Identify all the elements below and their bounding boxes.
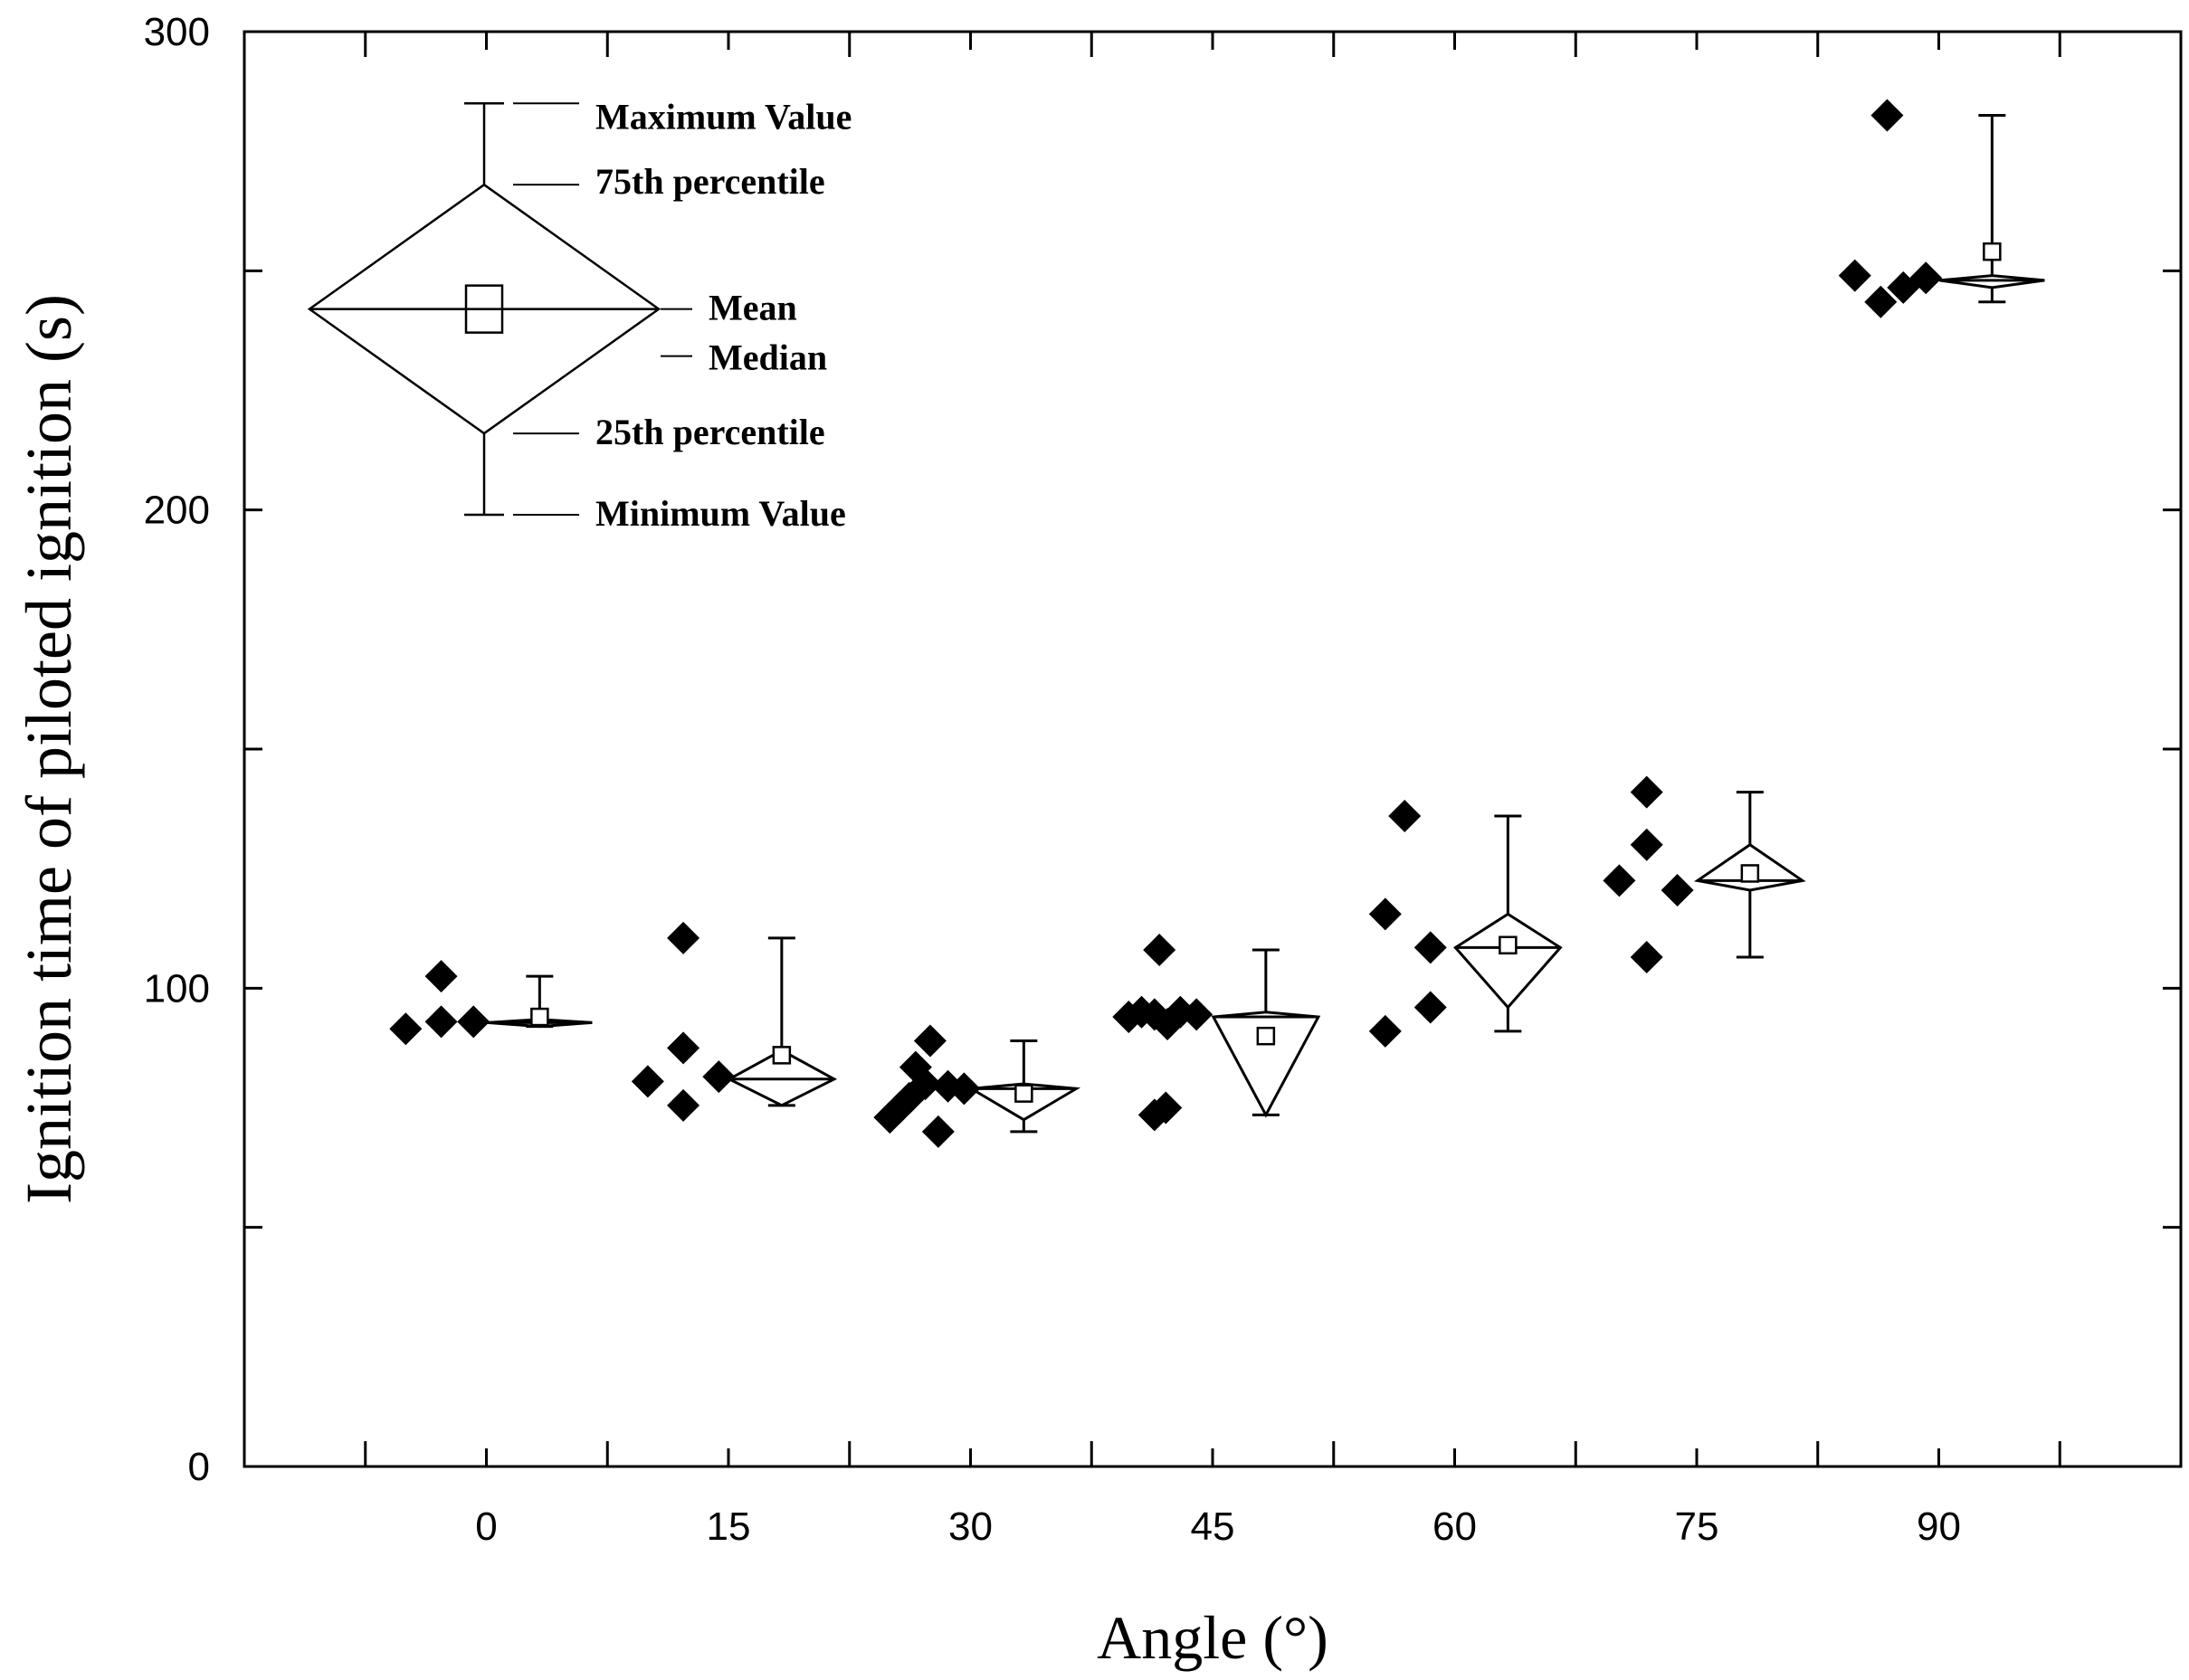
x-axis-ticks: 0 15 30 45 60 75 90 — [364, 32, 2061, 1549]
data-point — [1630, 775, 1663, 809]
iqr-diamond — [1693, 842, 1806, 892]
data-point — [1630, 940, 1663, 973]
mean-marker — [1256, 1026, 1276, 1046]
iqr-diamond — [1453, 912, 1563, 1010]
mean-marker — [1014, 1084, 1033, 1103]
box-group — [966, 1039, 1081, 1134]
x-tick-label: 30 — [948, 1504, 993, 1549]
mean-marker — [1740, 864, 1760, 883]
y-tick-label: 300 — [144, 10, 210, 54]
x-tick-label: 60 — [1432, 1504, 1477, 1549]
data-point — [1388, 800, 1422, 833]
legend-diamond — [307, 183, 661, 435]
iqr-diamond — [1211, 1011, 1321, 1118]
box-group — [1211, 948, 1321, 1118]
data-point — [1870, 99, 1904, 132]
mean-marker — [1983, 242, 2002, 261]
mean-marker — [1499, 935, 1518, 955]
mean-marker — [530, 1007, 549, 1027]
data-point — [667, 921, 700, 954]
data-point — [947, 1072, 981, 1106]
x-tick-label: 90 — [1917, 1504, 1961, 1549]
iqr-diamond — [1939, 274, 2045, 289]
y-axis-label: Ignition time of piloted ignition (s) — [13, 294, 85, 1204]
legend-label-mean: Mean — [709, 288, 797, 328]
plot-frame — [243, 30, 2183, 1468]
data-point — [899, 1050, 932, 1084]
y-axis-ticks: 0 100 200 300 — [144, 10, 2181, 1489]
box-group — [1939, 114, 2045, 304]
legend-mean-marker — [464, 284, 504, 334]
x-tick-label: 45 — [1191, 1504, 1235, 1549]
data-point — [913, 1024, 947, 1058]
data-point — [1413, 931, 1447, 964]
data-point — [1149, 1091, 1183, 1125]
x-tick-label: 15 — [707, 1504, 751, 1549]
box-group — [1453, 814, 1563, 1033]
data-point — [1368, 897, 1402, 931]
box-group — [726, 936, 838, 1107]
data-point — [909, 1068, 942, 1101]
data-point — [631, 1065, 664, 1098]
legend-label-q1: 25th percentile — [595, 412, 825, 452]
data-point — [1180, 998, 1213, 1031]
data-point — [457, 1005, 490, 1039]
legend-label-median: Median — [709, 337, 827, 378]
mean-marker — [772, 1046, 792, 1065]
data-point — [1630, 828, 1663, 861]
data-point — [1368, 1014, 1402, 1048]
iqr-diamond — [966, 1082, 1081, 1122]
data-point — [1864, 285, 1898, 318]
x-axis-label: Angle (°) — [1097, 1603, 1328, 1672]
data-point — [1603, 864, 1636, 897]
point-series — [389, 99, 1943, 1148]
x-tick-label: 0 — [475, 1504, 497, 1549]
legend-label-min: Minimum Value — [595, 493, 846, 534]
box-series — [487, 114, 2045, 1134]
data-point — [667, 1088, 700, 1122]
data-point — [1413, 991, 1447, 1024]
data-point — [702, 1060, 736, 1094]
y-tick-label: 200 — [144, 489, 210, 533]
data-point — [1143, 934, 1176, 967]
box-group — [487, 974, 593, 1029]
legend-label-max: Maximum Value — [595, 96, 852, 137]
data-point — [667, 1031, 700, 1065]
data-point — [424, 960, 458, 993]
data-point — [389, 1012, 423, 1046]
data-point — [424, 1005, 458, 1039]
box-group — [1693, 791, 1806, 959]
y-tick-label: 0 — [188, 1445, 210, 1489]
data-point — [1838, 259, 1871, 292]
y-tick-label: 100 — [144, 966, 210, 1011]
legend-label-q3: 75th percentile — [595, 161, 825, 202]
iqr-diamond — [726, 1049, 838, 1107]
data-point — [1661, 873, 1694, 906]
legend-box-key: Maximum Value 75th percentile Mean Median 25… — [307, 96, 852, 534]
data-point — [1909, 261, 1943, 295]
x-tick-label: 75 — [1675, 1504, 1719, 1549]
data-point — [921, 1115, 955, 1148]
